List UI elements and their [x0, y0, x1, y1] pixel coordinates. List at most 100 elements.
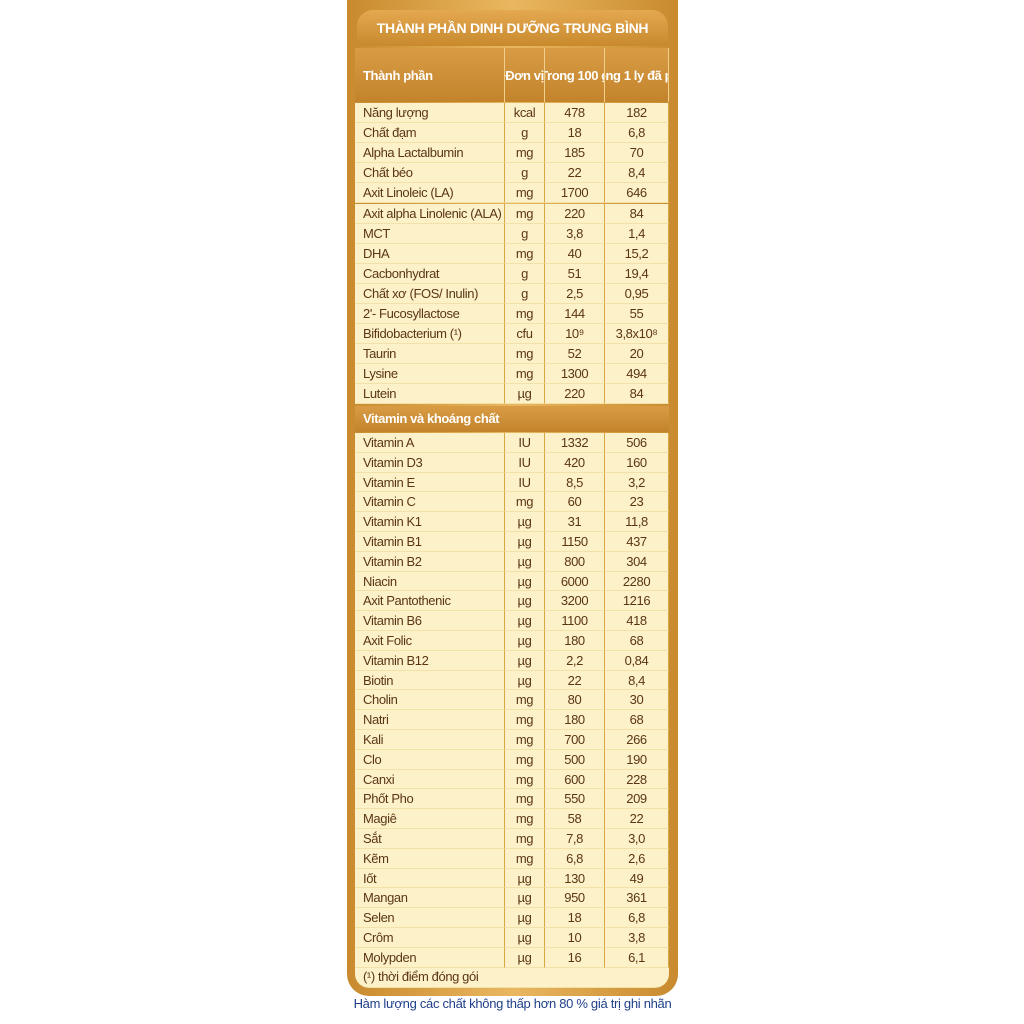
table-cell: 58 — [545, 809, 605, 829]
footnote: (¹) thời điểm đóng gói — [355, 968, 669, 988]
table-cell: IU — [505, 433, 545, 453]
table-cell: 40 — [545, 243, 605, 264]
table-cell: Natri — [355, 710, 505, 730]
table-cell: 180 — [545, 631, 605, 651]
table-cell: 420 — [545, 452, 605, 473]
table-cell: mg — [505, 143, 545, 164]
table-cell: 160 — [605, 452, 669, 473]
header-cell: Thành phần — [355, 48, 505, 102]
table-cell: µg — [505, 512, 545, 532]
table-cell: Iốt — [355, 868, 505, 889]
table-cell: g — [505, 163, 545, 184]
table-cell: 52 — [545, 344, 605, 365]
table-cell: g — [505, 223, 545, 244]
table-cell: 84 — [605, 203, 669, 224]
table-cell: 2,5 — [545, 283, 605, 304]
table-cell: DHA — [355, 243, 505, 264]
table-cell: 11,8 — [605, 512, 669, 532]
table-cell: Vitamin D3 — [355, 452, 505, 473]
table-cell: 228 — [605, 769, 669, 790]
table-cell: Axit Linoleic (LA) — [355, 183, 505, 204]
table-cell: mg — [505, 730, 545, 750]
table-cell: µg — [505, 868, 545, 889]
table-cell: Alpha Lactalbumin — [355, 143, 505, 164]
table-cell: mg — [505, 304, 545, 325]
table-cell: 130 — [545, 868, 605, 889]
table-cell: Taurin — [355, 344, 505, 365]
table-cell: µg — [505, 532, 545, 552]
table-cell: mg — [505, 364, 545, 385]
table-cell: mg — [505, 809, 545, 829]
table-cell: 20 — [605, 344, 669, 365]
table-cell: Chất đạm — [355, 123, 505, 144]
table-cell: µg — [505, 908, 545, 928]
table-cell: Niacin — [355, 571, 505, 592]
table-cell: mg — [505, 492, 545, 513]
table-cell: 8,4 — [605, 670, 669, 691]
table-cell: Sắt — [355, 829, 505, 849]
table-cell: 6,8 — [545, 848, 605, 869]
table-cell: 2280 — [605, 571, 669, 592]
table-cell: µg — [505, 384, 545, 405]
table-cell: Vitamin K1 — [355, 512, 505, 532]
table-cell: IU — [505, 452, 545, 473]
table-cell: 3,8 — [605, 928, 669, 948]
table-cell: mg — [505, 789, 545, 810]
table-cell: 180 — [545, 710, 605, 730]
table-cell: mg — [505, 829, 545, 849]
table-cell: Chất xơ (FOS/ Inulin) — [355, 283, 505, 304]
table-cell: mg — [505, 203, 545, 224]
table-cell: 220 — [545, 203, 605, 224]
table-cell: 550 — [545, 789, 605, 810]
table-cell: Molypden — [355, 947, 505, 968]
table-cell: 3,0 — [605, 829, 669, 849]
table-cell: Phốt Pho — [355, 789, 505, 810]
table-cell: mg — [505, 848, 545, 869]
table-cell: Lutein — [355, 384, 505, 405]
table-cell: mg — [505, 710, 545, 730]
table-cell: 185 — [545, 143, 605, 164]
table-cell: g — [505, 123, 545, 144]
table-cell: Crôm — [355, 928, 505, 948]
table-cell: Canxi — [355, 769, 505, 790]
table-cell: mg — [505, 183, 545, 204]
table-cell: 2'- Fucosyllactose — [355, 304, 505, 325]
table-cell: Chất béo — [355, 163, 505, 184]
table-cell: 500 — [545, 749, 605, 770]
table-cell: 22 — [545, 670, 605, 691]
table-cell: 190 — [605, 749, 669, 770]
table-cell: 18 — [545, 908, 605, 928]
table-cell: 361 — [605, 888, 669, 909]
table-cell: 1216 — [605, 591, 669, 612]
table-cell: 266 — [605, 730, 669, 750]
title: THÀNH PHẦN DINH DƯỠNG TRUNG BÌNH — [357, 10, 668, 46]
table-cell: Kali — [355, 730, 505, 750]
table-cell: Năng lượng — [355, 103, 505, 124]
table-cell: 10⁹ — [545, 324, 605, 345]
table-cell: Biotin — [355, 670, 505, 691]
table-cell: Vitamin B1 — [355, 532, 505, 552]
table-cell: µg — [505, 947, 545, 968]
header-cell: Đơn vị — [505, 48, 545, 102]
table-cell: 220 — [545, 384, 605, 405]
table-cell: 8,5 — [545, 472, 605, 493]
table-cell: Selen — [355, 908, 505, 928]
header-cell: Trong 1 ly đã pha — [605, 48, 669, 102]
table-cell: Vitamin C — [355, 492, 505, 513]
table-cell: 506 — [605, 433, 669, 453]
table-cell: Bifidobacterium (¹) — [355, 324, 505, 345]
table-cell: 22 — [605, 809, 669, 829]
table-cell: 31 — [545, 512, 605, 532]
table-cell: g — [505, 263, 545, 284]
table-cell: Magiê — [355, 809, 505, 829]
table-cell: Cholin — [355, 690, 505, 711]
table-cell: Vitamin B2 — [355, 551, 505, 572]
table-cell: 600 — [545, 769, 605, 790]
table-cell: Clo — [355, 749, 505, 770]
table-cell: 30 — [605, 690, 669, 711]
table-cell: Kẽm — [355, 848, 505, 869]
table-cell: 3,8 — [545, 223, 605, 244]
table-cell: Vitamin B6 — [355, 611, 505, 631]
table-cell: Vitamin B12 — [355, 650, 505, 671]
table-cell: 23 — [605, 492, 669, 513]
